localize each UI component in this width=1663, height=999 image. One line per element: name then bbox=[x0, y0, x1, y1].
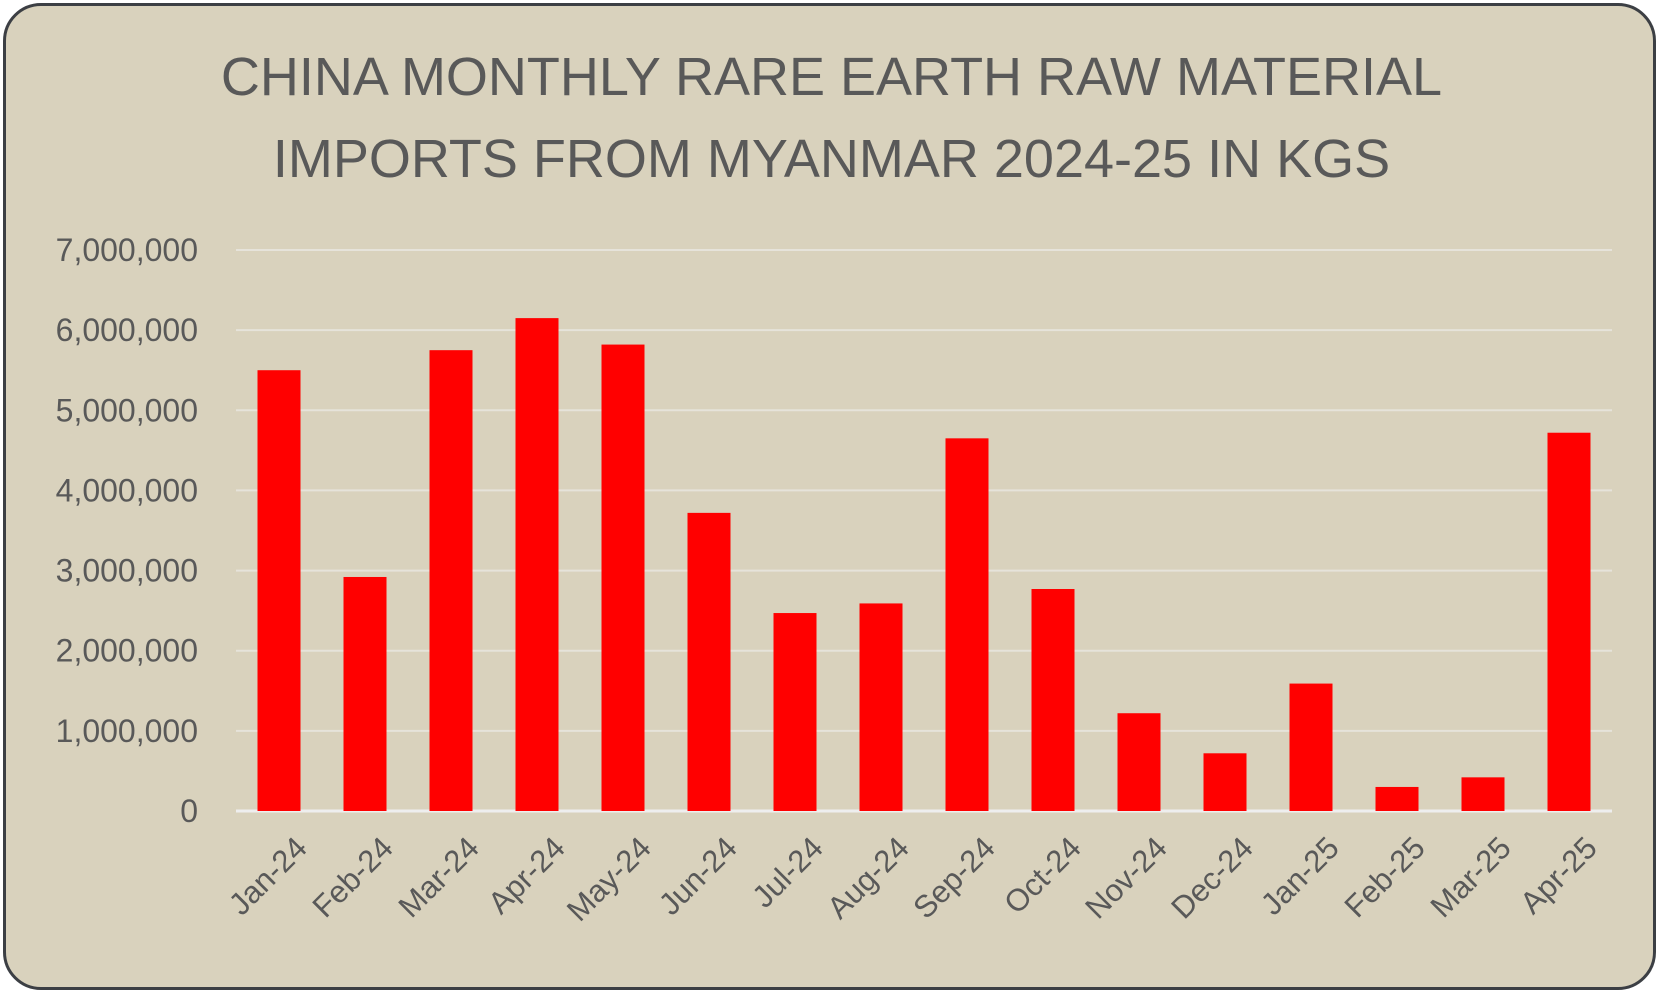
x-tick-label: Mar-25 bbox=[1424, 830, 1518, 924]
y-tick-label: 3,000,000 bbox=[56, 553, 198, 589]
bar-jan-25 bbox=[1289, 683, 1333, 811]
y-tick-label: 1,000,000 bbox=[56, 713, 198, 749]
bar-nov-24 bbox=[1117, 713, 1161, 811]
y-axis-ticks: 0 1,000,000 2,000,000 3,000,000 4,000,000 5,0… bbox=[56, 232, 198, 829]
chart-title-line-2: IMPORTS FROM MYANMAR 2024-25 IN KGS bbox=[272, 129, 1391, 189]
x-tick-label: Mar-24 bbox=[392, 830, 486, 924]
y-tick-label: 2,000,000 bbox=[56, 633, 198, 669]
x-tick-label: Jul-24 bbox=[745, 830, 829, 914]
bar-feb-24 bbox=[343, 576, 387, 811]
bar-mar-25 bbox=[1461, 777, 1505, 811]
bar-jun-24 bbox=[687, 512, 731, 811]
bar-aug-24 bbox=[859, 603, 903, 811]
x-tick-label: Jan-25 bbox=[1254, 830, 1346, 922]
y-tick-label: 6,000,000 bbox=[56, 312, 198, 348]
bar-may-24 bbox=[601, 344, 645, 811]
x-tick-label: Sep-24 bbox=[906, 830, 1001, 925]
bar-sep-24 bbox=[945, 438, 989, 811]
chart-title-line-1: CHINA MONTHLY RARE EARTH RAW MATERIAL bbox=[220, 47, 1443, 107]
bar-feb-25 bbox=[1375, 786, 1419, 811]
x-tick-label: Apr-25 bbox=[1513, 830, 1604, 921]
x-tick-label: Jun-24 bbox=[652, 830, 744, 922]
bar-apr-24 bbox=[515, 318, 559, 811]
bar-dec-24 bbox=[1203, 753, 1247, 811]
bar-apr-25 bbox=[1547, 432, 1591, 811]
bars bbox=[257, 318, 1591, 811]
x-tick-label: Apr-24 bbox=[481, 830, 572, 921]
x-tick-label: Feb-25 bbox=[1338, 830, 1432, 924]
bar-mar-24 bbox=[429, 350, 473, 811]
bar-jul-24 bbox=[773, 613, 817, 811]
y-tick-label: 0 bbox=[180, 793, 198, 829]
x-tick-label: Feb-24 bbox=[306, 830, 400, 924]
x-tick-label: Dec-24 bbox=[1164, 830, 1259, 925]
x-tick-label: Oct-24 bbox=[997, 830, 1088, 921]
y-tick-label: 5,000,000 bbox=[56, 392, 198, 428]
bar-jan-24 bbox=[257, 370, 301, 811]
y-tick-label: 4,000,000 bbox=[56, 472, 198, 508]
bar-oct-24 bbox=[1031, 589, 1075, 811]
x-tick-label: May-24 bbox=[560, 830, 658, 928]
y-tick-label: 7,000,000 bbox=[56, 232, 198, 268]
x-tick-label: Nov-24 bbox=[1078, 830, 1173, 925]
x-tick-label: Jan-24 bbox=[222, 830, 314, 922]
x-tick-label: Aug-24 bbox=[820, 830, 915, 925]
